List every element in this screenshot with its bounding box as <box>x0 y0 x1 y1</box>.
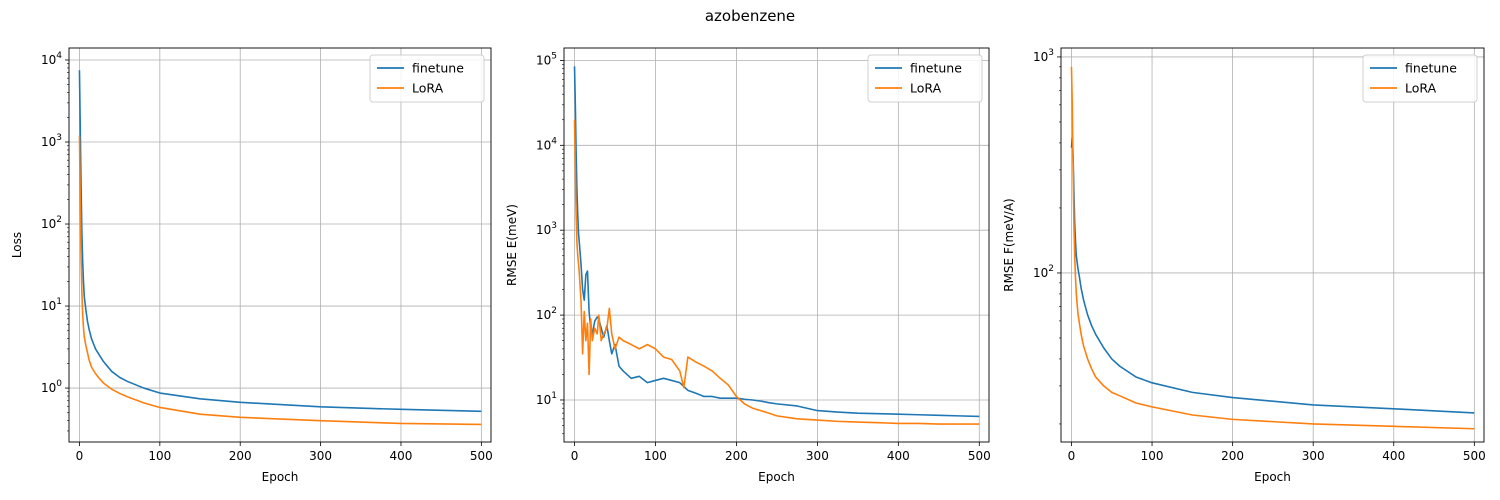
x-axis-label: Epoch <box>758 470 795 484</box>
x-axis-label: Epoch <box>1254 470 1291 484</box>
legend: finetune LoRA <box>867 54 983 103</box>
y-tick-label: 103 <box>536 221 557 237</box>
legend-label-finetune: finetune <box>1405 61 1457 76</box>
x-tick-label: 300 <box>1302 449 1325 463</box>
series-line-finetune <box>78 70 482 413</box>
legend-label-lora: LoRA <box>910 81 942 96</box>
x-tick-label: 0 <box>76 449 84 463</box>
y-axis-label: RMSE F(meV/A) <box>1002 198 1016 292</box>
legend: finetune LoRA <box>369 54 485 103</box>
legend-box <box>1362 54 1478 103</box>
y-tick-label: 101 <box>536 391 557 407</box>
legend-label-lora: LoRA <box>412 81 444 96</box>
x-tick-label: 0 <box>1068 449 1076 463</box>
y-tick-label: 102 <box>41 215 62 231</box>
x-tick-label: 500 <box>968 449 991 463</box>
x-tick-label: 500 <box>470 449 493 463</box>
y-tick-label: 100 <box>41 379 62 395</box>
y-tick-label: 103 <box>1033 48 1054 64</box>
y-tick-label: 104 <box>41 51 62 67</box>
plot-frame <box>68 47 492 443</box>
x-tick-label: 100 <box>644 449 667 463</box>
legend: finetune LoRA <box>1362 54 1478 103</box>
subplot-1: 0 100 200 300 400 500 100 101 102 103 104 Epoch Loss… <box>10 47 493 484</box>
legend-box <box>369 54 485 103</box>
x-axis-label: Epoch <box>262 470 299 484</box>
x-tick-label: 400 <box>887 449 910 463</box>
y-tick-label: 104 <box>536 136 557 152</box>
x-tick-label: 200 <box>229 449 252 463</box>
legend-box <box>867 54 983 103</box>
y-tick-label: 102 <box>536 306 557 322</box>
y-axis-label: RMSE E(meV) <box>505 204 519 286</box>
x-tick-label: 100 <box>148 449 171 463</box>
x-tick-label: 200 <box>725 449 748 463</box>
y-tick-label: 103 <box>41 133 62 149</box>
subplot-2: 0 100 200 300 400 500 101 102 103 104 105 Epoch RMSE… <box>505 47 991 484</box>
x-tick-label: 400 <box>1382 449 1405 463</box>
x-tick-label: 300 <box>806 449 829 463</box>
legend-label-finetune: finetune <box>412 61 464 76</box>
subplot-3: 0 100 200 300 400 500 102 103 Epoch RMSE F(meV/A)… <box>1002 47 1486 484</box>
x-tick-label: 400 <box>390 449 413 463</box>
series-line-lora <box>1070 66 1475 430</box>
series-line-lora <box>78 135 482 426</box>
y-tick-label: 105 <box>536 51 557 67</box>
y-tick-label: 102 <box>1033 264 1054 280</box>
plot-frame <box>1060 47 1485 443</box>
y-axis-label: Loss <box>10 232 24 258</box>
legend-label-finetune: finetune <box>910 61 962 76</box>
figure-title: azobenzene <box>704 7 796 25</box>
x-tick-label: 0 <box>571 449 579 463</box>
y-tick-label: 101 <box>41 297 62 313</box>
x-tick-label: 300 <box>309 449 332 463</box>
x-tick-label: 200 <box>1221 449 1244 463</box>
series-line-finetune <box>573 66 980 418</box>
x-tick-label: 100 <box>1141 449 1164 463</box>
series-line-finetune <box>1070 137 1475 414</box>
series-line-lora <box>573 119 980 425</box>
x-tick-label: 500 <box>1463 449 1486 463</box>
plot-frame <box>563 47 990 443</box>
legend-label-lora: LoRA <box>1405 81 1437 96</box>
